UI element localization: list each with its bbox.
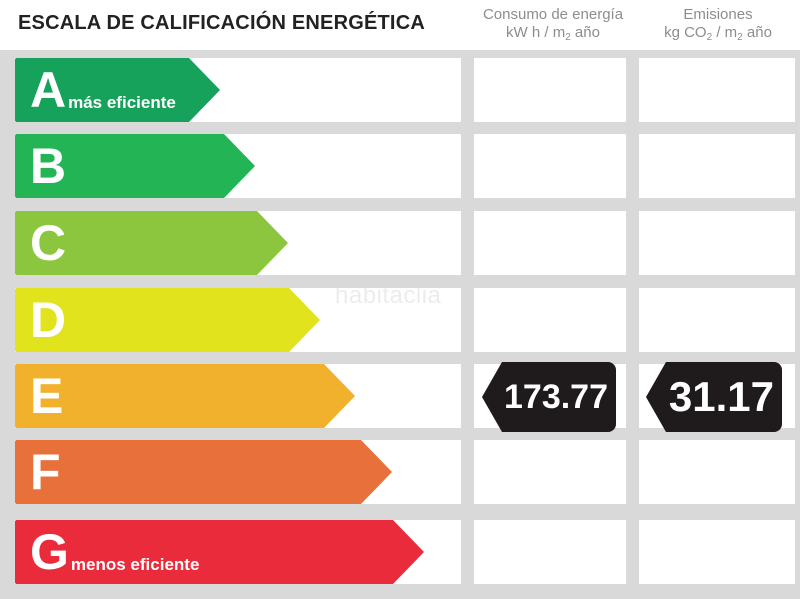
consumption-header-unit: kW h / m2 año (506, 24, 600, 43)
rating-arrow-g (393, 520, 424, 584)
rating-letter-a: A (30, 62, 67, 118)
row-c-consumption-cell (474, 211, 626, 275)
row-f-consumption-cell (474, 440, 626, 504)
emissions-header: Emisiones kg CO2 / m2 año (635, 6, 800, 43)
rating-bar-d: D (15, 288, 320, 352)
row-g-emissions-cell (639, 520, 795, 584)
emissions-value-badge: 31.17 (646, 362, 782, 432)
rating-letter-b: B (30, 138, 67, 194)
row-d-emissions-cell (639, 288, 795, 352)
rating-bar-f: F (15, 440, 392, 504)
rating-bar-a: A más eficiente (15, 58, 220, 122)
row-f-emissions-cell (639, 440, 795, 504)
rating-letter-g: G (30, 524, 69, 580)
row-c-emissions-cell (639, 211, 795, 275)
consumption-value-badge: 173.77 (482, 362, 616, 432)
consumption-header: Consumo de energía kW h / m2 año (470, 6, 636, 43)
watermark: habitaclia (335, 282, 442, 309)
rating-arrow-d (289, 288, 320, 352)
emissions-header-unit: kg CO2 / m2 año (664, 24, 772, 43)
row-g-consumption-cell (474, 520, 626, 584)
row-a-consumption-cell (474, 58, 626, 122)
rating-arrow-b (224, 134, 255, 198)
rating-arrow-c (257, 211, 288, 275)
rating-bar-c: C (15, 211, 288, 275)
consumption-header-line1: Consumo de energía (482, 6, 624, 23)
rating-bar-b: B (15, 134, 255, 198)
row-b-emissions-cell (639, 134, 795, 198)
row-b-consumption-cell (474, 134, 626, 198)
rating-bar-g: G menos eficiente (15, 520, 424, 584)
rating-letter-f: F (30, 444, 61, 500)
emissions-value: 31.17 (668, 373, 774, 420)
consumption-value: 173.77 (504, 377, 608, 416)
rating-letter-e: E (30, 368, 64, 424)
emissions-badge-pointer (646, 362, 666, 432)
rating-letter-c: C (30, 215, 67, 271)
rating-desc-g: menos eficiente (70, 555, 200, 574)
row-d-consumption-cell (474, 288, 626, 352)
rating-arrow-f (361, 440, 392, 504)
consumption-badge-pointer (482, 362, 502, 432)
rating-desc-a: más eficiente (68, 93, 176, 112)
rating-arrow-a (189, 58, 220, 122)
row-a-emissions-cell (639, 58, 795, 122)
page-title: ESCALA DE CALIFICACIÓN ENERGÉTICA (18, 12, 425, 34)
emissions-header-line1: Emisiones (683, 6, 753, 23)
rating-bar-e: E (15, 364, 355, 428)
rating-letter-d: D (30, 292, 67, 348)
rating-arrow-e (324, 364, 355, 428)
